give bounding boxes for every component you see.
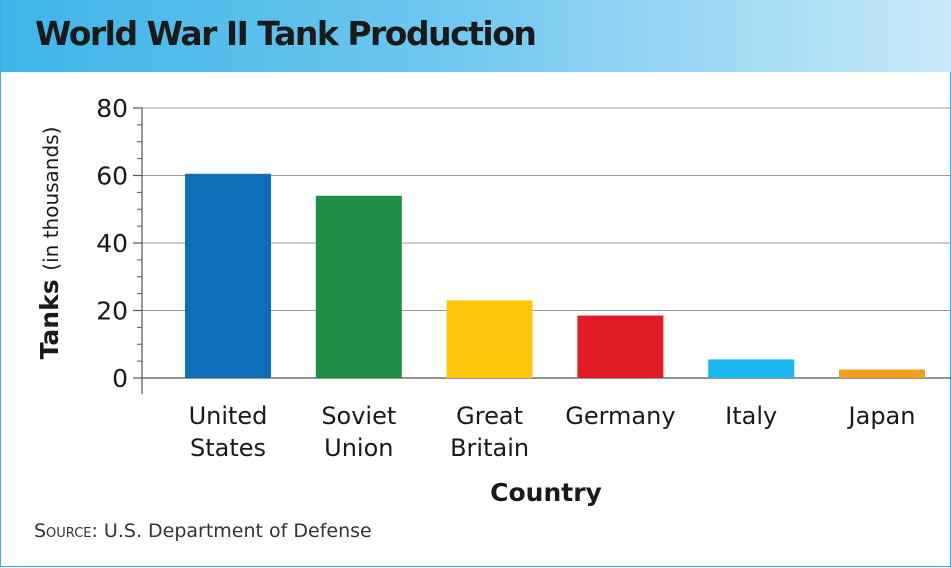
category-label: Soviet — [321, 402, 396, 430]
y-tick-label: 0 — [112, 364, 128, 393]
y-axis-title: Tanks (in thousands) — [35, 127, 64, 360]
category-label: Union — [324, 434, 393, 462]
bar — [446, 300, 533, 378]
category-label: States — [190, 434, 266, 462]
bar — [185, 173, 271, 378]
category-label: United — [189, 402, 268, 430]
source-prefix: Source — [34, 520, 92, 542]
chart-title: World War II Tank Production — [35, 14, 537, 53]
y-axis-title-main: Tanks — [35, 271, 64, 360]
category-label: Japan — [847, 402, 916, 430]
bar — [839, 369, 925, 378]
bar — [577, 315, 664, 378]
x-axis-title: Country — [490, 478, 602, 507]
y-axis-title-sub: (in thousands) — [39, 127, 63, 271]
category-label: Germany — [565, 402, 675, 430]
y-tick-label: 80 — [96, 94, 128, 123]
y-tick-label: 40 — [96, 229, 128, 258]
category-label: Italy — [725, 402, 777, 430]
source-note: Source: U.S. Department of Defense — [34, 520, 372, 542]
category-label: Britain — [450, 434, 529, 462]
source-text: : U.S. Department of Defense — [91, 520, 372, 542]
y-tick-label: 60 — [96, 162, 128, 191]
title-bar: World War II Tank Production — [1, 0, 951, 72]
bar — [315, 195, 402, 378]
y-tick-label: 20 — [96, 297, 128, 326]
bar — [708, 359, 795, 378]
category-label: Great — [456, 402, 523, 430]
